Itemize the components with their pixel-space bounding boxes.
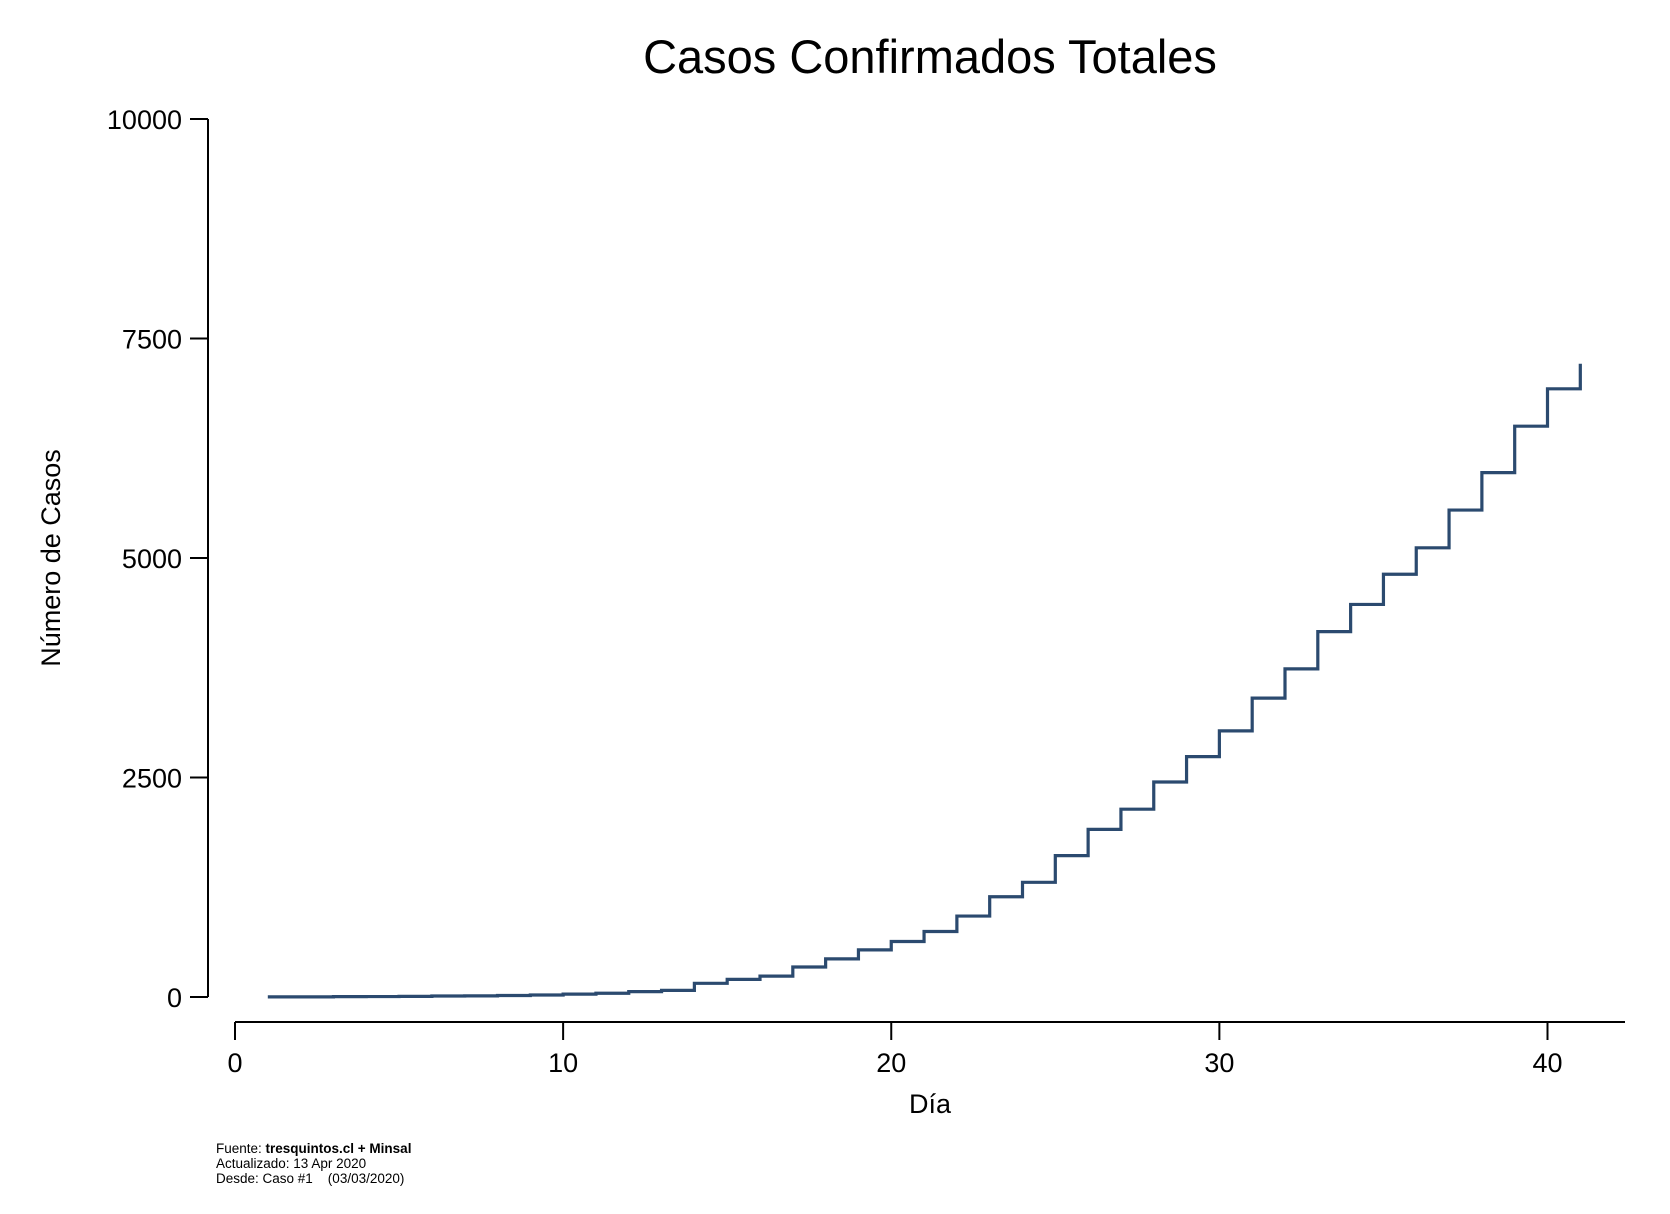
x-tick-label: 0 — [227, 1048, 242, 1078]
since-note: Desde: Caso #1 (03/03/2020) — [216, 1171, 405, 1186]
x-tick-label: 20 — [876, 1048, 906, 1078]
x-tick-label: 40 — [1532, 1048, 1562, 1078]
x-axis-label: Día — [909, 1089, 952, 1119]
x-tick-label: 30 — [1204, 1048, 1234, 1078]
y-tick-label: 5000 — [122, 544, 182, 574]
chart-title: Casos Confirmados Totales — [643, 30, 1217, 83]
y-tick-label: 0 — [167, 983, 182, 1013]
x-ticks: 0 10 20 30 40 — [227, 1022, 1563, 1078]
cases-step-line — [267, 363, 1582, 999]
x-tick-label: 10 — [548, 1048, 578, 1078]
y-axis-label: Número de Casos — [36, 449, 66, 667]
source-note: Fuente: tresquintos.cl + Minsal Actualiz… — [216, 1141, 411, 1186]
y-ticks: 0 2500 5000 7500 10000 — [107, 105, 208, 1013]
source-name: tresquintos.cl + Minsal — [265, 1141, 412, 1156]
y-tick-label: 7500 — [122, 325, 182, 355]
y-tick-label: 2500 — [122, 764, 182, 794]
updated-note: Actualizado: 13 Apr 2020 — [216, 1156, 367, 1171]
source-label: Fuente: — [216, 1141, 266, 1156]
y-tick-label: 10000 — [107, 105, 182, 135]
